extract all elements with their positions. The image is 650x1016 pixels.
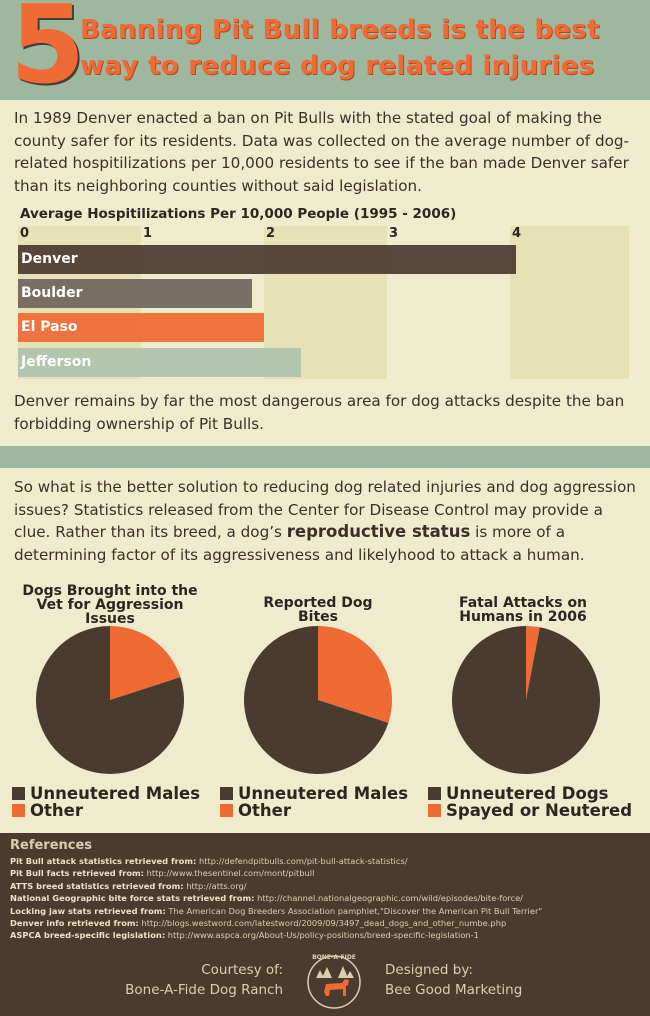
section-number: 5 [10, 0, 85, 108]
pie-slice-unneutered-dogs [452, 626, 600, 774]
pie-slice-spayed-or-neutered [526, 626, 540, 700]
designed-label: Designed by: [385, 962, 473, 978]
legend-swatch [428, 804, 441, 817]
pie-slice-other [318, 626, 392, 723]
legend-item: Unneutered Males [12, 785, 200, 802]
designer-credit: Designed by: Bee Good Marketing [385, 960, 522, 1000]
bar-conclusion-paragraph: Denver remains by far the most dangerous… [14, 392, 625, 433]
x-tick-label: 0 [20, 226, 30, 241]
bar-el-paso [18, 313, 264, 342]
header-banner [0, 0, 650, 100]
section-divider [0, 446, 650, 468]
legend-label: Unneutered Dogs [446, 784, 609, 803]
reference-source: The American Dog Breeders Association pa… [168, 905, 543, 916]
reference-source: http://blogs.westword.com/latestword/200… [141, 918, 507, 928]
logo-lettering: BONE-A-FIDE [312, 954, 356, 961]
bar-category-label: Denver [21, 251, 78, 267]
reproductive-status-emphasis: reproductive status [286, 522, 471, 541]
reference-item: ASPCA breed-specific legislation: http:/… [10, 930, 479, 940]
footer [0, 833, 650, 1016]
reproductive-status-paragraph: So what is the better solution to reduci… [14, 476, 639, 566]
courtesy-label: Courtesy of: [201, 962, 283, 978]
legend-item: Other [220, 802, 291, 819]
courtesy-credit: Courtesy of: Bone-A-Fide Dog Ranch [125, 960, 283, 1000]
pie-chart [244, 626, 392, 774]
courtesy-name: Bone-A-Fide Dog Ranch [125, 982, 283, 998]
reference-label: National Geographic bite force stats ret… [10, 893, 255, 904]
legend-item: Spayed or Neutered [428, 802, 632, 819]
legend-label: Other [238, 801, 291, 820]
legend-swatch [220, 787, 233, 800]
paragraph-text-before: So what is the better solution to reduci… [14, 478, 636, 541]
bar-category-label: Boulder [21, 285, 83, 301]
reference-item: Pit Bull attack statistics retrieved fro… [10, 856, 408, 866]
x-tick-label: 2 [266, 226, 276, 241]
x-tick-label: 3 [389, 226, 399, 241]
legend-item: Unneutered Males [220, 785, 408, 802]
bar-category-label: Jefferson [21, 354, 92, 370]
pie-slice-unneutered-males [36, 626, 185, 774]
bar-denver [18, 245, 517, 274]
x-tick-label: 4 [512, 226, 522, 241]
legend-label: Spayed or Neutered [446, 801, 633, 820]
pie-chart-title: Reported Dog Bites [263, 595, 373, 625]
reference-source: http://atts.org/ [186, 880, 247, 891]
legend-swatch [12, 787, 25, 800]
pie-slice-unneutered-males [244, 626, 389, 774]
pie-chart-title: Fatal Attacks on Humans in 2006 [458, 595, 588, 625]
bar-chart-title: Average Hospitilizations Per 10,000 Peop… [20, 206, 457, 222]
pie-chart [452, 626, 600, 774]
pie-chart-title: Dogs Brought into the Vet for Aggression… [22, 583, 198, 627]
reference-item: Denver info retrieved from: http://blogs… [10, 918, 506, 928]
reference-label: Locking jaw stats retrieved from: [10, 905, 166, 916]
legend-item: Unneutered Dogs [428, 785, 608, 802]
reference-label: Pit Bull attack statistics retrieved fro… [10, 856, 197, 866]
pie-chart [36, 626, 185, 774]
reference-label: Denver info retrieved from: [10, 918, 139, 928]
reference-label: ATTS breed statistics retrieved from: [10, 880, 184, 891]
reference-label: Pit Bull facts retrieved from: [10, 868, 144, 879]
reference-source: http://channel.nationalgeographic.com/wi… [257, 893, 523, 904]
legend-swatch [428, 787, 441, 800]
legend-swatch [220, 804, 233, 817]
bar-boulder [18, 279, 252, 308]
legend-item: Other [12, 802, 83, 819]
reference-source: http://www.thesentinel.com/mont/pitbull [146, 868, 315, 879]
x-tick-label: 1 [143, 226, 153, 241]
references-heading: References [10, 838, 93, 853]
designed-name: Bee Good Marketing [385, 982, 523, 998]
legend-label: Unneutered Males [238, 784, 409, 803]
dog-ranch-logo: BONE-A-FIDE [307, 954, 361, 1009]
reference-item: Locking jaw stats retrieved from: The Am… [10, 906, 542, 916]
reference-label: ASPCA breed-specific legislation: [10, 930, 166, 941]
reference-source: http://www.aspca.org/About-Us/policy-pos… [167, 930, 479, 941]
intro-paragraph: In 1989 Denver enacted a ban on Pit Bull… [14, 109, 630, 195]
legend-label: Other [30, 801, 83, 820]
reference-item: National Geographic bite force stats ret… [10, 893, 523, 903]
legend-label: Unneutered Males [30, 784, 201, 803]
paragraph-text-after: is more of a determining factor of its a… [14, 523, 585, 564]
bar-jefferson [18, 348, 301, 377]
reference-item: Pit Bull facts retrieved from: http://ww… [10, 868, 314, 878]
page-title-line-2: way to reduce dog related injuries [80, 51, 595, 81]
bar-category-label: El Paso [21, 319, 78, 335]
legend-swatch [12, 804, 25, 817]
reference-item: ATTS breed statistics retrieved from: ht… [10, 881, 247, 891]
chart-band [510, 226, 630, 379]
page-title-line-1: Banning Pit Bull breeds is the best [80, 15, 600, 45]
reference-source: http://defendpitbulls.com/pit-bull-attac… [198, 856, 408, 866]
pie-slice-other [110, 626, 181, 700]
